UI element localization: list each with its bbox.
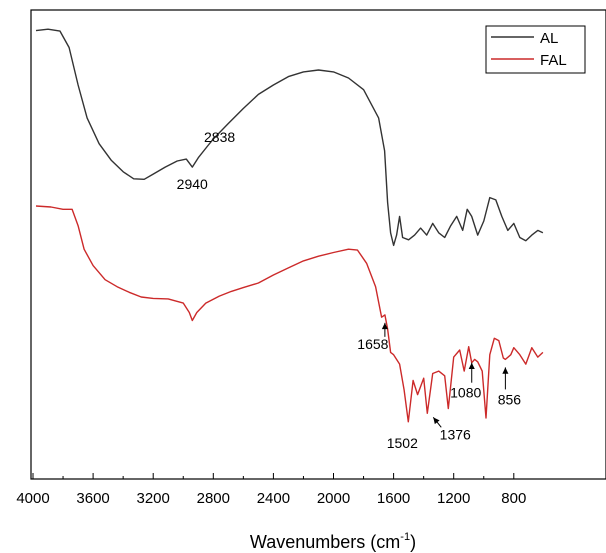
annotation-label-1658: 1658 bbox=[357, 336, 388, 352]
x-tick-label: 3200 bbox=[137, 490, 170, 507]
legend-label-fal: FAL bbox=[540, 52, 567, 69]
x-tick-label: 2800 bbox=[197, 490, 230, 507]
plot-frame bbox=[30, 9, 606, 480]
x-ticks: 4000 3600 3200 2800 2400 2000 1600 1200 800 bbox=[16, 473, 526, 507]
x-tick-label: 1200 bbox=[437, 490, 470, 507]
x-axis-title: Wavenumbers (cm-1) bbox=[250, 531, 416, 552]
x-axis-title-main: Wavenumbers (cm bbox=[250, 532, 400, 552]
annotation-arrowhead-1658 bbox=[381, 322, 388, 330]
x-tick-label: 2400 bbox=[257, 490, 290, 507]
x-tick-label: 1600 bbox=[377, 490, 410, 507]
annotation-arrowhead-856 bbox=[502, 367, 509, 374]
annotation-label-2940: 2940 bbox=[177, 176, 208, 192]
annotation-label-2838: 2838 bbox=[204, 129, 235, 145]
legend-label-al: AL bbox=[540, 30, 558, 47]
x-tick-label: 800 bbox=[501, 490, 526, 507]
annotation-label-1080: 1080 bbox=[450, 385, 481, 401]
x-tick-label: 4000 bbox=[16, 490, 49, 507]
annotation-label-1502: 1502 bbox=[387, 435, 418, 451]
x-tick-label: 2000 bbox=[317, 490, 350, 507]
series-layer bbox=[35, 28, 544, 423]
legend-box bbox=[485, 25, 586, 74]
annotation-label-856: 856 bbox=[498, 391, 522, 407]
series-line-al bbox=[35, 28, 544, 247]
annotation-arrowhead-1376 bbox=[433, 417, 440, 425]
annotation-label-1376: 1376 bbox=[440, 426, 471, 442]
x-axis-title-close: ) bbox=[410, 532, 416, 552]
series-line-fal bbox=[35, 205, 544, 423]
annotation-arrowhead-1080 bbox=[468, 362, 475, 369]
legend: AL FAL bbox=[485, 25, 586, 74]
x-axis-title-superscript: -1 bbox=[400, 531, 410, 543]
annotations: 2940 2838 1658 1502 1376 1080 856 bbox=[177, 129, 522, 451]
x-tick-label: 3600 bbox=[76, 490, 109, 507]
